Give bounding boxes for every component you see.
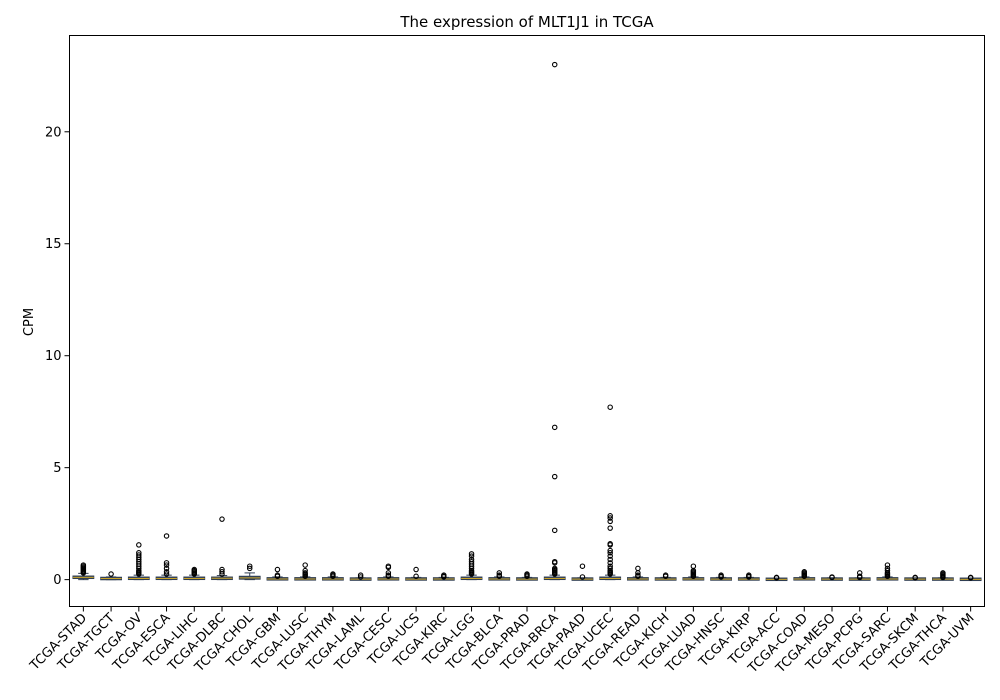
outlier-point xyxy=(163,562,170,568)
outlier-point xyxy=(773,574,780,581)
outlier-point xyxy=(607,515,613,521)
outlier-point xyxy=(662,572,669,578)
outlier-point xyxy=(635,565,641,572)
outlier-point xyxy=(163,533,170,539)
outlier-point xyxy=(579,563,586,569)
outlier-point xyxy=(551,61,558,68)
outlier-point xyxy=(385,572,392,578)
outlier-point xyxy=(884,562,891,568)
y-tick-label: 15 xyxy=(45,237,62,252)
outlier-point xyxy=(856,573,863,580)
outlier-point xyxy=(163,560,170,566)
plot-frame xyxy=(69,35,985,607)
outlier-point xyxy=(718,572,724,578)
outlier-point xyxy=(468,553,475,559)
outlier-point xyxy=(163,565,170,572)
outlier-point xyxy=(108,571,114,577)
outlier-point xyxy=(607,550,613,556)
outlier-point xyxy=(219,516,225,522)
outlier-point xyxy=(635,572,641,578)
outlier-point xyxy=(607,547,613,554)
outlier-point xyxy=(690,563,697,569)
y-tick-label: 10 xyxy=(45,349,62,364)
outlier-point xyxy=(607,513,613,519)
outlier-point xyxy=(441,572,447,578)
outlier-point xyxy=(856,570,863,576)
outlier-point xyxy=(302,570,308,576)
outlier-point xyxy=(274,572,281,578)
y-tick-label: 5 xyxy=(53,461,61,476)
outlier-point xyxy=(136,542,142,548)
outlier-point xyxy=(496,572,503,578)
outlier-point xyxy=(136,552,142,558)
outlier-point xyxy=(746,572,752,578)
outlier-point xyxy=(163,569,170,575)
outlier-point xyxy=(246,565,253,572)
outlier-point xyxy=(468,551,475,557)
outlier-point xyxy=(551,473,558,480)
outlier-point xyxy=(607,541,613,547)
outlier-point xyxy=(940,570,946,576)
outlier-point xyxy=(246,563,253,569)
y-tick-label: 20 xyxy=(45,125,62,140)
outlier-point xyxy=(801,569,808,575)
plot-area: 05101520TCGA-STADTCGA-TGCTTCGA-OVTCGA-ES… xyxy=(27,61,982,677)
outlier-point xyxy=(274,566,281,573)
outlier-point xyxy=(330,571,336,577)
outlier-point xyxy=(385,570,392,576)
outlier-point xyxy=(496,570,503,576)
outlier-point xyxy=(80,562,87,568)
outlier-point xyxy=(357,574,364,580)
outlier-point xyxy=(413,573,419,580)
outlier-point xyxy=(357,572,364,578)
outlier-point xyxy=(136,550,142,556)
outlier-point xyxy=(524,571,530,577)
outlier-point xyxy=(607,556,613,563)
chart-title: The expression of MLT1J1 in TCGA xyxy=(399,13,654,31)
outlier-point xyxy=(829,574,835,580)
outlier-point xyxy=(385,563,392,569)
outlier-point xyxy=(607,404,613,410)
outlier-point xyxy=(607,553,613,559)
outlier-point xyxy=(468,556,475,563)
outlier-point xyxy=(579,574,586,580)
y-tick-label: 0 xyxy=(53,573,61,588)
outlier-point xyxy=(302,562,308,568)
outlier-point xyxy=(607,518,613,525)
outlier-point xyxy=(551,527,558,534)
y-axis-title: CPM xyxy=(22,308,37,336)
outlier-point xyxy=(884,565,891,572)
outlier-point xyxy=(884,567,891,574)
outlier-point xyxy=(607,565,613,572)
outlier-point xyxy=(219,569,225,575)
outlier-point xyxy=(912,574,918,581)
outlier-point xyxy=(163,571,170,577)
outlier-point xyxy=(191,566,198,573)
outlier-point xyxy=(551,565,558,572)
outlier-point xyxy=(468,558,475,565)
outlier-point xyxy=(302,567,308,574)
outlier-point xyxy=(219,566,225,573)
outlier-point xyxy=(551,558,558,565)
outlier-point xyxy=(607,525,613,531)
outlier-point xyxy=(607,560,613,566)
outlier-point xyxy=(551,424,558,431)
outlier-point xyxy=(967,574,974,581)
outlier-point xyxy=(607,563,613,569)
outlier-point xyxy=(413,566,419,573)
